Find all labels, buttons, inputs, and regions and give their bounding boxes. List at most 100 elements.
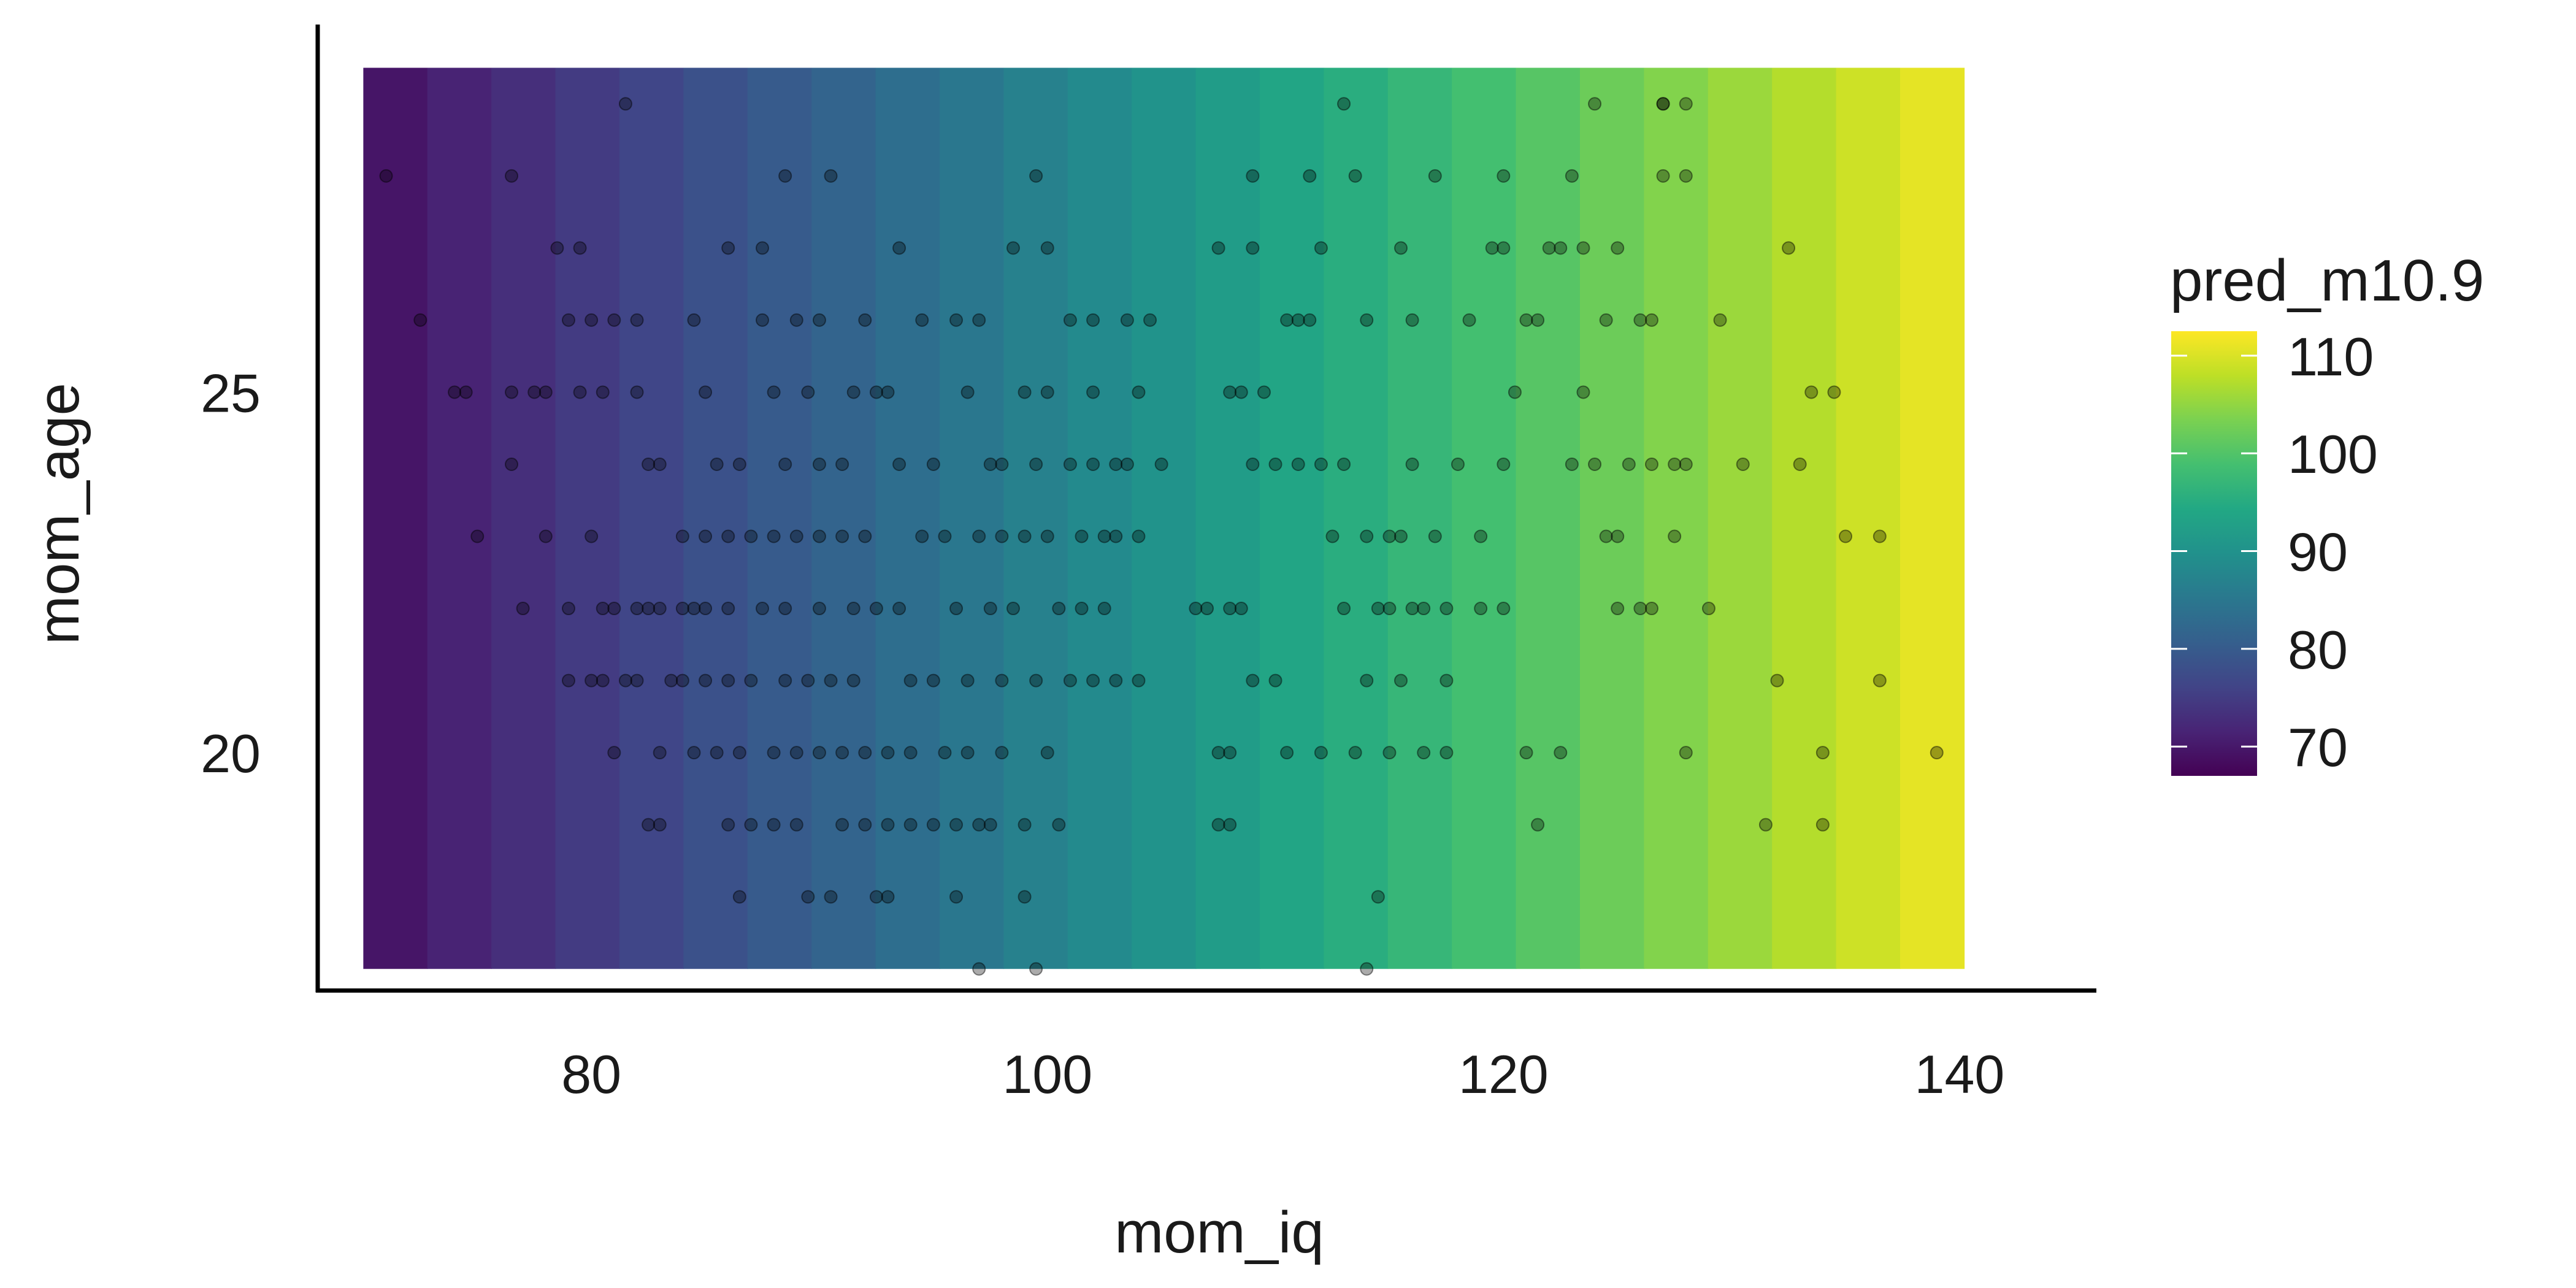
data-point xyxy=(846,673,861,688)
data-point xyxy=(1668,529,1682,543)
data-point xyxy=(812,457,826,471)
data-point xyxy=(995,673,1009,688)
data-point xyxy=(642,818,656,832)
data-point xyxy=(1018,529,1032,543)
data-point xyxy=(1394,529,1408,543)
data-point xyxy=(869,602,883,616)
data-point xyxy=(1189,602,1203,616)
data-point xyxy=(903,673,918,688)
data-point xyxy=(687,602,701,616)
data-point xyxy=(1325,529,1340,543)
data-point xyxy=(1006,241,1020,255)
data-point xyxy=(846,385,861,399)
data-point xyxy=(379,169,393,183)
data-point xyxy=(1018,818,1032,832)
data-point xyxy=(767,529,781,543)
data-point xyxy=(1873,529,1887,543)
legend-ticks: 70 80 90 100 110 xyxy=(2171,326,2378,778)
data-point xyxy=(1679,169,1693,183)
data-point xyxy=(1508,385,1522,399)
data-point xyxy=(630,602,644,616)
data-point xyxy=(972,962,986,976)
data-point xyxy=(1439,746,1454,760)
data-point xyxy=(630,313,644,327)
heatmap-tile xyxy=(1452,67,1517,969)
data-point xyxy=(1839,529,1853,543)
data-point xyxy=(1519,746,1533,760)
data-point xyxy=(915,529,929,543)
data-point xyxy=(1246,673,1260,688)
data-point xyxy=(1930,746,1944,760)
data-point xyxy=(1223,602,1237,616)
data-point xyxy=(618,97,632,111)
data-point xyxy=(1337,97,1351,111)
heatmap-tile xyxy=(875,67,940,969)
data-point xyxy=(675,602,689,616)
data-point xyxy=(1360,962,1374,976)
heatmap-tile xyxy=(1772,67,1837,969)
x-tick-label: 80 xyxy=(561,1044,621,1105)
heatmap-tile xyxy=(939,67,1005,969)
data-point xyxy=(1291,313,1305,327)
data-point xyxy=(630,385,644,399)
data-point xyxy=(892,602,907,616)
heatmap-tile xyxy=(1195,67,1260,969)
data-point xyxy=(1656,169,1670,183)
data-point xyxy=(1371,602,1385,616)
data-point xyxy=(1075,602,1089,616)
data-point xyxy=(995,529,1009,543)
data-point xyxy=(767,818,781,832)
data-point xyxy=(915,313,929,327)
data-point xyxy=(1086,457,1100,471)
data-point xyxy=(1029,457,1043,471)
data-point xyxy=(846,602,861,616)
data-point xyxy=(778,457,792,471)
y-tick-label: 25 xyxy=(201,362,261,423)
data-point xyxy=(1758,818,1773,832)
data-point xyxy=(949,818,964,832)
data-point xyxy=(881,746,895,760)
data-point xyxy=(789,746,803,760)
axes xyxy=(315,25,2096,993)
data-point xyxy=(1234,385,1248,399)
data-point xyxy=(1633,602,1647,616)
data-point xyxy=(858,818,872,832)
data-point xyxy=(721,602,735,616)
heatmap-tile xyxy=(1836,67,1901,969)
data-point xyxy=(1679,457,1693,471)
data-point xyxy=(1040,529,1054,543)
data-point xyxy=(1873,673,1887,688)
data-point xyxy=(1633,313,1647,327)
data-point xyxy=(1268,457,1282,471)
data-point xyxy=(1223,385,1237,399)
data-point xyxy=(1611,241,1625,255)
data-point xyxy=(1497,457,1511,471)
y-tick-label: 20 xyxy=(201,723,261,784)
data-point xyxy=(699,385,713,399)
data-point xyxy=(1679,97,1693,111)
data-point xyxy=(1314,241,1328,255)
heatmap-tiles xyxy=(363,67,1965,969)
x-tick-label: 140 xyxy=(1915,1044,2005,1105)
data-point xyxy=(1645,313,1658,327)
data-point xyxy=(539,529,553,543)
data-point xyxy=(903,818,918,832)
data-point xyxy=(767,746,781,760)
data-point xyxy=(1360,313,1374,327)
data-point xyxy=(1576,385,1590,399)
data-point xyxy=(1439,673,1454,688)
data-point xyxy=(1497,169,1511,183)
data-point xyxy=(1428,169,1442,183)
data-point xyxy=(699,529,713,543)
data-point xyxy=(812,313,826,327)
data-point xyxy=(527,385,542,399)
data-point xyxy=(1770,673,1784,688)
data-point xyxy=(983,602,997,616)
data-point xyxy=(949,602,964,616)
data-point xyxy=(1645,457,1658,471)
heatmap-tile xyxy=(1067,67,1132,969)
data-point xyxy=(926,673,940,688)
x-axis-ticks: 80 100 120 140 xyxy=(561,1044,2004,1105)
heatmap-tile xyxy=(1899,67,1965,969)
